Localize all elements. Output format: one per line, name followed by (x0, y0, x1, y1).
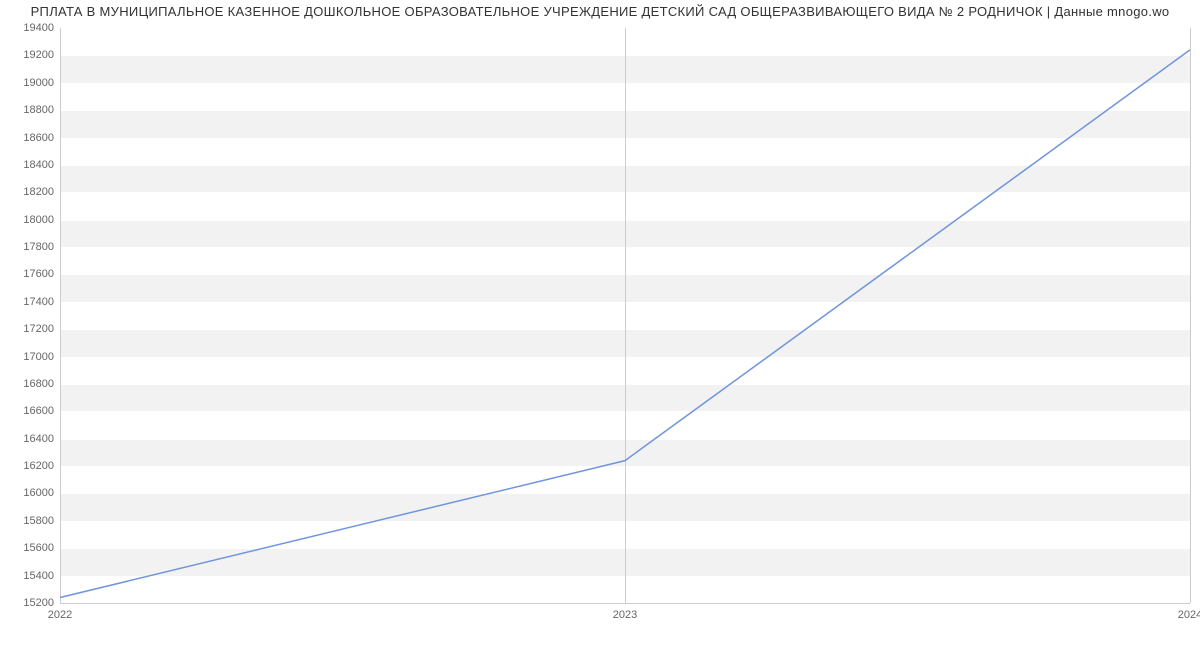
y-tick-label: 18400 (23, 159, 54, 171)
y-tick-label: 18800 (23, 104, 54, 116)
y-tick-label: 17800 (23, 241, 54, 253)
y-tick-label: 15200 (23, 597, 54, 609)
y-tick-label: 16600 (23, 405, 54, 417)
gridline-vertical (1190, 28, 1191, 603)
y-tick-label: 17400 (23, 296, 54, 308)
y-tick-label: 18600 (23, 132, 54, 144)
line-series (60, 28, 1190, 603)
y-tick-label: 16400 (23, 433, 54, 445)
y-tick-label: 17000 (23, 351, 54, 363)
y-tick-label: 15400 (23, 570, 54, 582)
y-tick-label: 18000 (23, 214, 54, 226)
y-tick-label: 15800 (23, 515, 54, 527)
y-tick-label: 19400 (23, 22, 54, 34)
y-tick-label: 16800 (23, 378, 54, 390)
y-tick-label: 15600 (23, 542, 54, 554)
y-tick-label: 18200 (23, 186, 54, 198)
y-tick-label: 19200 (23, 49, 54, 61)
y-tick-label: 16200 (23, 460, 54, 472)
plot-area: 1520015400156001580016000162001640016600… (60, 28, 1190, 603)
x-tick-label: 2024 (1178, 609, 1200, 621)
chart-title: РПЛАТА В МУНИЦИПАЛЬНОЕ КАЗЕННОЕ ДОШКОЛЬН… (0, 4, 1200, 19)
x-tick-label: 2023 (613, 609, 637, 621)
y-tick-label: 17200 (23, 323, 54, 335)
x-tick-label: 2022 (48, 609, 72, 621)
series-line (60, 50, 1190, 598)
y-tick-label: 17600 (23, 268, 54, 280)
y-tick-label: 19000 (23, 77, 54, 89)
x-axis-line (60, 603, 1190, 604)
y-tick-label: 16000 (23, 487, 54, 499)
